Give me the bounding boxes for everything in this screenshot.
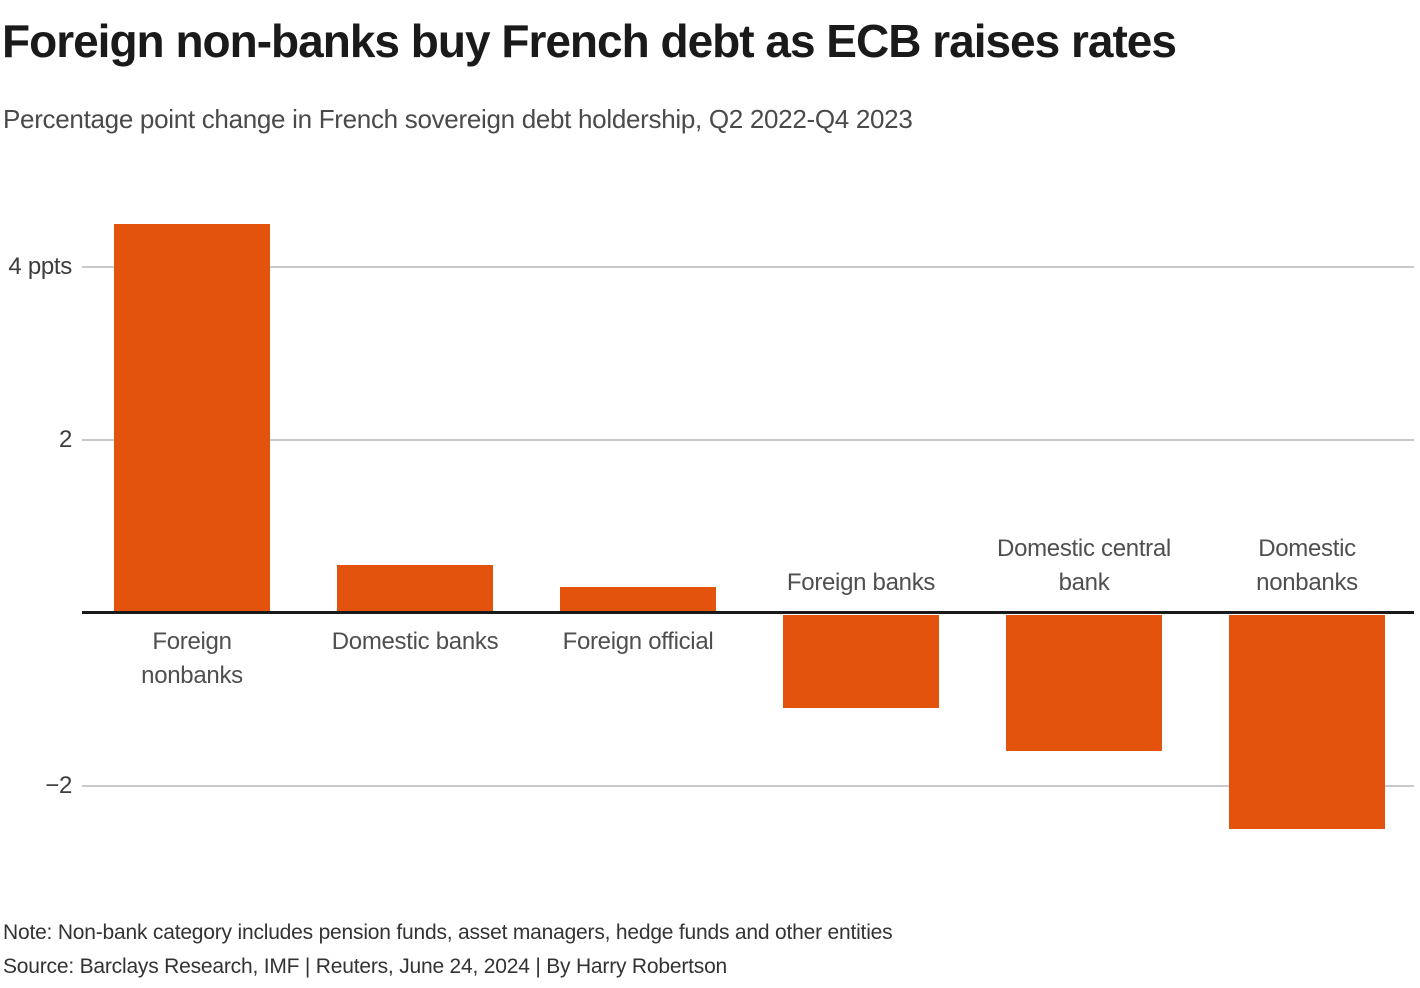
gridline-4 — [82, 266, 1414, 268]
chart-source: Source: Barclays Research, IMF | Reuters… — [3, 955, 728, 978]
category-label-line: bank — [1058, 569, 1110, 596]
bar-domestic-banks — [337, 565, 493, 613]
category-label-line: nonbanks — [141, 662, 243, 689]
category-label-domestic-nonbanks: Domestic nonbanks — [1177, 532, 1420, 600]
category-label-domestic-banks: Domestic banks — [285, 625, 545, 659]
chart-title: Foreign non-banks buy French debt as ECB… — [2, 15, 1177, 67]
category-label-line: Domestic banks — [331, 628, 499, 655]
y-axis-tick-label: 2 — [58, 426, 72, 453]
bar-domestic-nonbanks — [1229, 615, 1385, 830]
gridline-2 — [82, 439, 1414, 441]
category-label-line: Foreign banks — [786, 569, 936, 596]
category-label-foreign-official: Foreign official — [508, 625, 768, 659]
category-label-line: nonbanks — [1256, 569, 1358, 596]
bar-foreign-banks — [783, 615, 939, 709]
category-label-line: Foreign official — [562, 628, 714, 655]
bar-domestic-central-bank — [1006, 615, 1162, 752]
category-label-domestic-central-bank: Domestic central bank — [954, 532, 1214, 600]
chart-subtitle: Percentage point change in French sovere… — [3, 104, 913, 134]
y-axis-tick-label: −2 — [45, 772, 72, 799]
bar-foreign-official — [560, 587, 716, 613]
category-label-foreign-nonbanks: Foreign nonbanks — [62, 625, 322, 693]
category-label-line: Foreign — [152, 628, 232, 655]
gridline--2 — [82, 785, 1414, 787]
category-label-foreign-banks: Foreign banks — [731, 566, 991, 600]
y-axis-tick-label: 4 ppts — [8, 253, 72, 280]
category-label-line: Domestic — [1258, 535, 1356, 562]
bar-foreign-nonbanks — [114, 223, 270, 613]
chart-note: Note: Non-bank category includes pension… — [3, 921, 893, 944]
zero-baseline — [82, 611, 1414, 614]
category-label-line: Domestic central — [997, 535, 1171, 562]
